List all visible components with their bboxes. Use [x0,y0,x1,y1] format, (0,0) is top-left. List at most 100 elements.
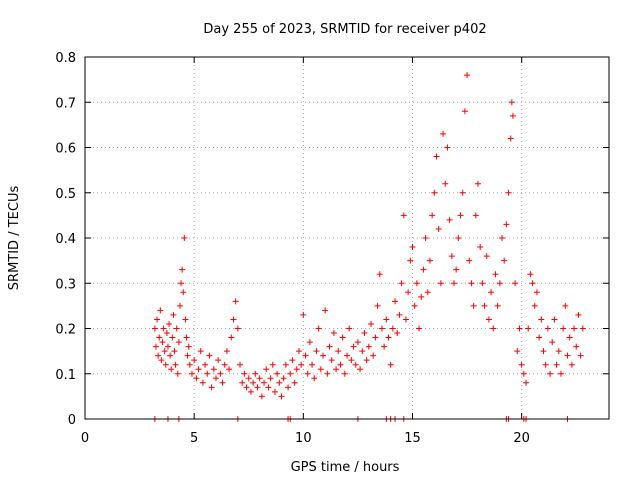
data-point [276,379,283,386]
data-point [413,280,420,287]
data-point [566,334,573,341]
data-point [155,352,162,359]
data-point [232,298,239,305]
data-point [368,320,375,327]
data-point [306,339,313,346]
data-point [161,348,168,355]
data-point [448,253,455,260]
data-point [278,393,285,400]
data-point [420,266,427,273]
x-axis-label: GPS time / hours [291,460,400,475]
data-point [172,361,179,368]
data-point [164,343,171,350]
data-point [568,361,575,368]
data-point [571,325,578,332]
x-tick-label: 15 [404,431,421,446]
data-point [564,352,571,359]
data-point [302,352,309,359]
data-point [181,235,188,241]
data-point [226,366,233,373]
data-point [409,244,416,251]
data-point [553,361,560,368]
data-point [577,352,584,359]
data-point [488,289,495,296]
data-point [516,325,523,332]
data-point [309,361,316,368]
x-tick-label: 5 [190,431,198,446]
data-point [485,316,492,323]
data-point [245,375,252,382]
data-point [370,352,377,359]
data-point [538,316,545,323]
data-point [206,352,213,359]
data-point [481,302,488,309]
data-point [387,361,394,368]
data-point [446,216,453,223]
data-point [285,384,292,391]
data-point [337,361,344,368]
data-point [333,366,340,373]
data-point [300,311,307,318]
data-point [328,357,335,364]
data-point [185,343,192,350]
data-point [326,343,333,350]
data-point [217,370,224,377]
data-point [176,302,183,309]
data-point [157,307,164,314]
data-point [282,361,289,368]
data-point [315,325,322,332]
data-point [162,361,169,368]
data-point [422,235,429,241]
data-point [330,330,337,337]
data-point [492,271,499,278]
data-point [304,370,311,377]
data-point [293,366,300,373]
data-point [444,144,451,151]
data-point [254,384,261,391]
data-point [346,325,353,332]
data-point [348,357,355,364]
data-point [163,330,170,337]
data-point [341,370,348,377]
data-point [250,379,257,386]
data-point [357,366,364,373]
data-point [540,348,547,355]
data-point [188,370,195,377]
data-point [311,375,318,382]
data-point [256,375,263,382]
data-point [258,393,265,400]
data-point [243,384,250,391]
data-point [433,153,440,160]
x-tick-label: 20 [513,431,530,446]
data-point [385,334,392,341]
data-point [381,343,388,350]
data-point [579,325,586,332]
data-point [551,316,558,323]
data-point [213,375,219,382]
data-point [202,361,209,368]
chart-title: Day 255 of 2023, SRMTID for receiver p40… [203,22,486,37]
y-tick-label: 0.5 [55,187,76,202]
data-point [523,379,530,386]
data-point [159,339,166,346]
data-point [344,352,350,359]
data-point [437,280,444,287]
data-point [191,357,198,364]
data-point [221,361,228,368]
data-point [496,280,503,287]
data-point [180,289,187,296]
data-point [170,311,177,318]
data-point [501,257,508,264]
data-point [520,370,527,377]
data-point [295,348,302,355]
data-point [160,325,167,332]
data-point [169,334,176,341]
data-point [359,348,366,355]
data-point [416,325,423,332]
data-point [175,339,182,346]
data-point [178,280,185,287]
data-point [151,325,158,332]
x-tick-label: 10 [295,431,312,446]
data-point [291,379,298,386]
